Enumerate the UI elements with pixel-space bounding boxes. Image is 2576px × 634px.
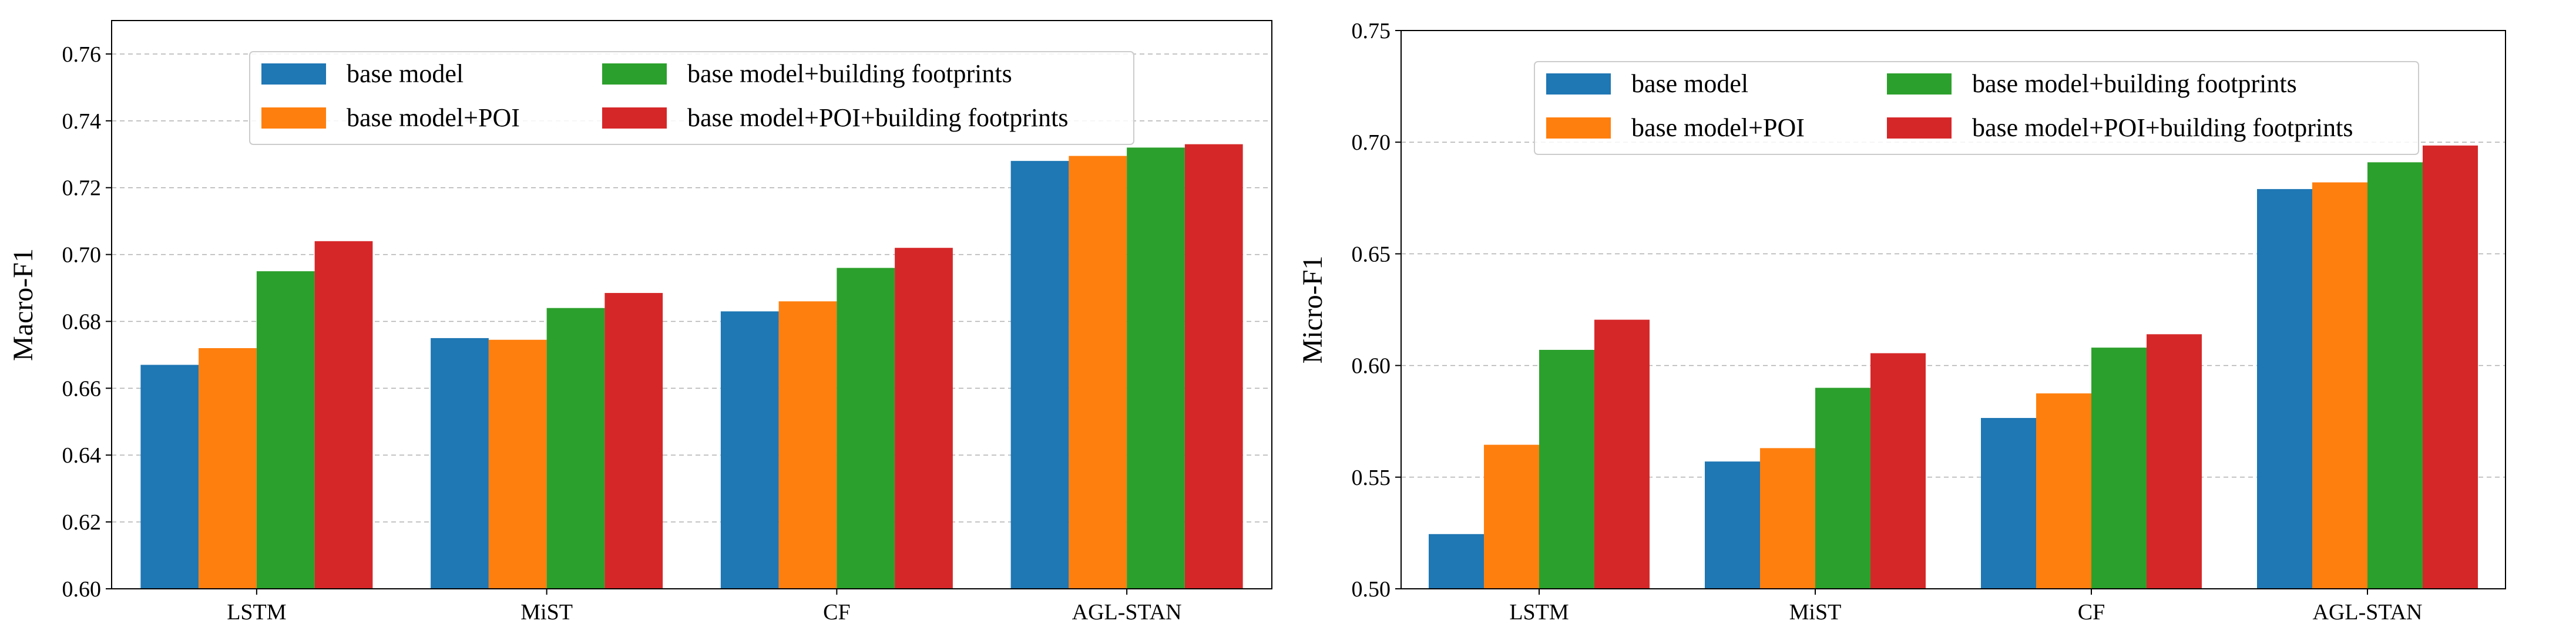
y-tick-label: 0.55 xyxy=(1352,466,1391,490)
y-tick-label: 0.60 xyxy=(62,577,102,602)
bar-mist-4 xyxy=(1870,353,1926,589)
bar-cf-4 xyxy=(895,248,953,589)
y-tick-label: 0.66 xyxy=(62,376,102,401)
bar-mist-1 xyxy=(1705,461,1760,589)
bar-mist-3 xyxy=(1815,387,1870,589)
legend-swatch xyxy=(602,63,667,85)
bar-lstm-3 xyxy=(256,271,315,589)
bar-agl-stan-1 xyxy=(2257,189,2312,589)
legend-label: base model+POI xyxy=(347,103,520,132)
bar-agl-stan-3 xyxy=(2367,162,2423,589)
legend-swatch xyxy=(261,63,326,85)
legend-swatch xyxy=(602,107,667,129)
bar-lstm-1 xyxy=(1429,534,1484,589)
legend-label: base model+POI+building footprints xyxy=(687,103,1068,132)
legend-label: base model+building footprints xyxy=(687,59,1012,88)
bar-agl-stan-1 xyxy=(1010,161,1069,589)
y-tick-label: 0.70 xyxy=(1352,130,1391,155)
y-tick-label: 0.64 xyxy=(62,443,102,468)
bar-lstm-2 xyxy=(199,348,257,589)
bar-agl-stan-3 xyxy=(1127,147,1185,589)
legend-label: base model xyxy=(1631,69,1748,98)
legend-swatch xyxy=(1887,73,1952,95)
bar-mist-1 xyxy=(431,338,489,589)
bar-mist-2 xyxy=(1760,448,1815,589)
x-tick-label: MiST xyxy=(1789,600,1842,625)
y-tick-label: 0.70 xyxy=(62,243,102,268)
x-tick-label: CF xyxy=(823,600,850,625)
bar-lstm-3 xyxy=(1539,349,1594,589)
bar-agl-stan-4 xyxy=(1184,144,1243,589)
bar-lstm-4 xyxy=(1594,319,1650,589)
legend-box xyxy=(1534,61,2419,155)
bar-cf-3 xyxy=(837,268,895,589)
bar-lstm-4 xyxy=(314,241,373,589)
legend-label: base model xyxy=(347,59,464,88)
x-tick-label: LSTM xyxy=(1509,600,1569,625)
legend: base model base model+POI base model+build… xyxy=(1534,61,2419,155)
macro-f1-chart: 0.60 0.62 0.64 0.66 0.68 0.70 0.72 0.74 0.76 LSTM… xyxy=(8,20,1272,625)
bar-cf-1 xyxy=(720,311,779,589)
legend-swatch xyxy=(1546,117,1611,139)
legend-box xyxy=(249,51,1134,145)
y-tick-label: 0.75 xyxy=(1352,19,1391,43)
bar-cf-1 xyxy=(1981,417,2036,589)
x-tick-label: CF xyxy=(2078,600,2105,625)
legend-swatch xyxy=(1546,73,1611,95)
y-tick-label: 0.50 xyxy=(1352,577,1391,602)
x-tick-label: LSTM xyxy=(227,600,286,625)
bar-cf-4 xyxy=(2147,334,2202,589)
bar-cf-3 xyxy=(2091,348,2147,589)
plot-frame xyxy=(111,20,1272,589)
y-tick-label: 0.62 xyxy=(62,510,102,535)
bar-lstm-2 xyxy=(1484,444,1539,589)
bar-cf-2 xyxy=(2036,393,2091,589)
bar-agl-stan-2 xyxy=(2312,182,2367,589)
legend-label: base model+building footprints xyxy=(1972,69,2297,98)
x-tick-label: MiST xyxy=(520,600,573,625)
x-tick-label: AGL-STAN xyxy=(2313,600,2423,625)
plot-frame xyxy=(1400,30,2506,589)
x-tick-label: AGL-STAN xyxy=(1072,600,1182,625)
legend-label: base model+POI+building footprints xyxy=(1972,113,2353,142)
y-axis-title: Macro-F1 xyxy=(8,248,39,361)
bar-agl-stan-2 xyxy=(1069,156,1127,589)
y-axis-title: Micro-F1 xyxy=(1297,256,1328,364)
bar-mist-4 xyxy=(604,293,663,589)
y-tick-label: 0.76 xyxy=(62,42,102,67)
legend-swatch xyxy=(261,107,326,129)
bar-mist-2 xyxy=(488,339,547,589)
y-tick-label: 0.74 xyxy=(62,109,102,134)
y-tick-label: 0.68 xyxy=(62,309,102,334)
bar-cf-2 xyxy=(778,301,837,589)
y-tick-label: 0.65 xyxy=(1352,242,1391,267)
bar-mist-3 xyxy=(546,308,605,589)
y-tick-label: 0.72 xyxy=(62,176,102,201)
micro-f1-chart: 0.50 0.55 0.60 0.65 0.70 0.75 LSTM MiST CF AGL-ST… xyxy=(1297,19,2506,625)
y-tick-label: 0.60 xyxy=(1352,354,1391,379)
bar-lstm-1 xyxy=(140,365,199,589)
bar-agl-stan-4 xyxy=(2423,145,2478,589)
legend-label: base model+POI xyxy=(1631,113,1805,142)
legend-swatch xyxy=(1887,117,1952,139)
legend: base model base model+POI base model+build… xyxy=(249,51,1134,145)
